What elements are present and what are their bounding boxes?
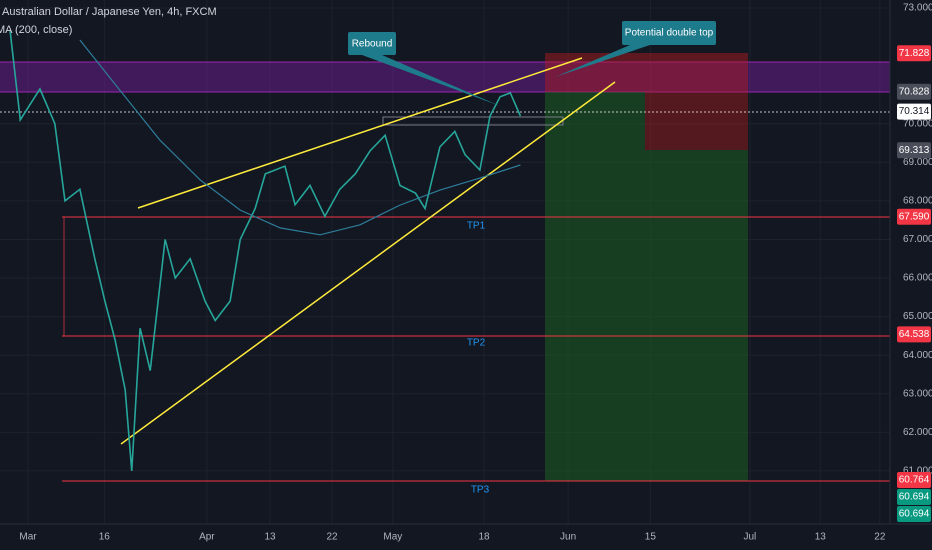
x-tick-label: Mar bbox=[19, 532, 37, 543]
price-label-bg bbox=[897, 208, 931, 225]
title: Australian Dollar / Japanese Yen, 4h, FX… bbox=[2, 6, 217, 18]
x-tick-label: 18 bbox=[478, 532, 490, 543]
price-line bbox=[9, 31, 522, 471]
stop-zone bbox=[645, 92, 748, 150]
resistance-zone bbox=[0, 62, 890, 92]
x-tick-label: 15 bbox=[645, 532, 657, 543]
x-tick-label: Jul bbox=[744, 532, 757, 543]
trend-line bbox=[137, 57, 583, 209]
x-tick-label: Jun bbox=[560, 532, 576, 543]
price-label: 60.764 bbox=[899, 475, 930, 486]
price-label-bg bbox=[897, 326, 931, 343]
price-label-bg bbox=[897, 83, 931, 100]
price-label-bg bbox=[897, 142, 931, 159]
price-label-bg bbox=[897, 489, 931, 506]
x-tick-label: Apr bbox=[199, 532, 215, 543]
x-tick-label: 13 bbox=[815, 532, 827, 543]
target-zone bbox=[545, 92, 645, 150]
y-tick-label: 63.000 bbox=[903, 388, 932, 399]
x-tick-label: May bbox=[383, 532, 402, 543]
price-label: 67.590 bbox=[899, 211, 930, 222]
y-tick-label: 62.000 bbox=[903, 427, 932, 438]
callout bbox=[622, 21, 716, 45]
price-label: 64.538 bbox=[899, 329, 930, 340]
y-tick-label: 65.000 bbox=[903, 311, 932, 322]
tp-label: TP3 bbox=[471, 485, 490, 496]
x-tick-label: 16 bbox=[99, 532, 111, 543]
callout-pointer bbox=[362, 55, 500, 106]
y-tick-label: 67.000 bbox=[903, 234, 932, 245]
target-zone bbox=[545, 150, 748, 481]
price-label: 71.828 bbox=[899, 48, 930, 59]
x-tick-label: 13 bbox=[264, 532, 276, 543]
y-tick-label: 64.000 bbox=[903, 350, 932, 361]
price-label: 60.694 bbox=[899, 509, 930, 520]
price-label: 60.694 bbox=[899, 492, 930, 503]
price-label-bg bbox=[897, 103, 931, 120]
callout bbox=[348, 32, 396, 55]
y-tick-label: 70.000 bbox=[903, 118, 932, 129]
x-tick-label: 22 bbox=[326, 532, 338, 543]
price-label-bg bbox=[897, 506, 931, 523]
y-tick-label: 68.000 bbox=[903, 196, 932, 207]
tp-label: TP1 bbox=[467, 221, 486, 232]
price-label-bg bbox=[897, 472, 931, 489]
y-tick-label: 69.000 bbox=[903, 157, 932, 168]
trend-line bbox=[120, 81, 616, 445]
price-label: 69.313 bbox=[899, 145, 930, 156]
price-label: 70.314 bbox=[899, 106, 930, 117]
price-label: 70.828 bbox=[899, 86, 930, 97]
price-line bbox=[79, 39, 521, 236]
x-tick-label: 22 bbox=[874, 532, 886, 543]
stop-zone bbox=[545, 53, 748, 92]
callout-text: Rebound bbox=[352, 39, 393, 50]
callout-pointer bbox=[555, 45, 650, 77]
y-tick-label: 61.000 bbox=[903, 466, 932, 477]
y-tick-label: 66.000 bbox=[903, 273, 932, 284]
indicator-label: MA (200, close) bbox=[0, 24, 72, 36]
tp-label: TP2 bbox=[467, 338, 486, 349]
callout-text: Potential double top bbox=[625, 28, 714, 39]
price-label-bg bbox=[897, 45, 931, 62]
y-tick-label: 73.000 bbox=[903, 3, 932, 14]
